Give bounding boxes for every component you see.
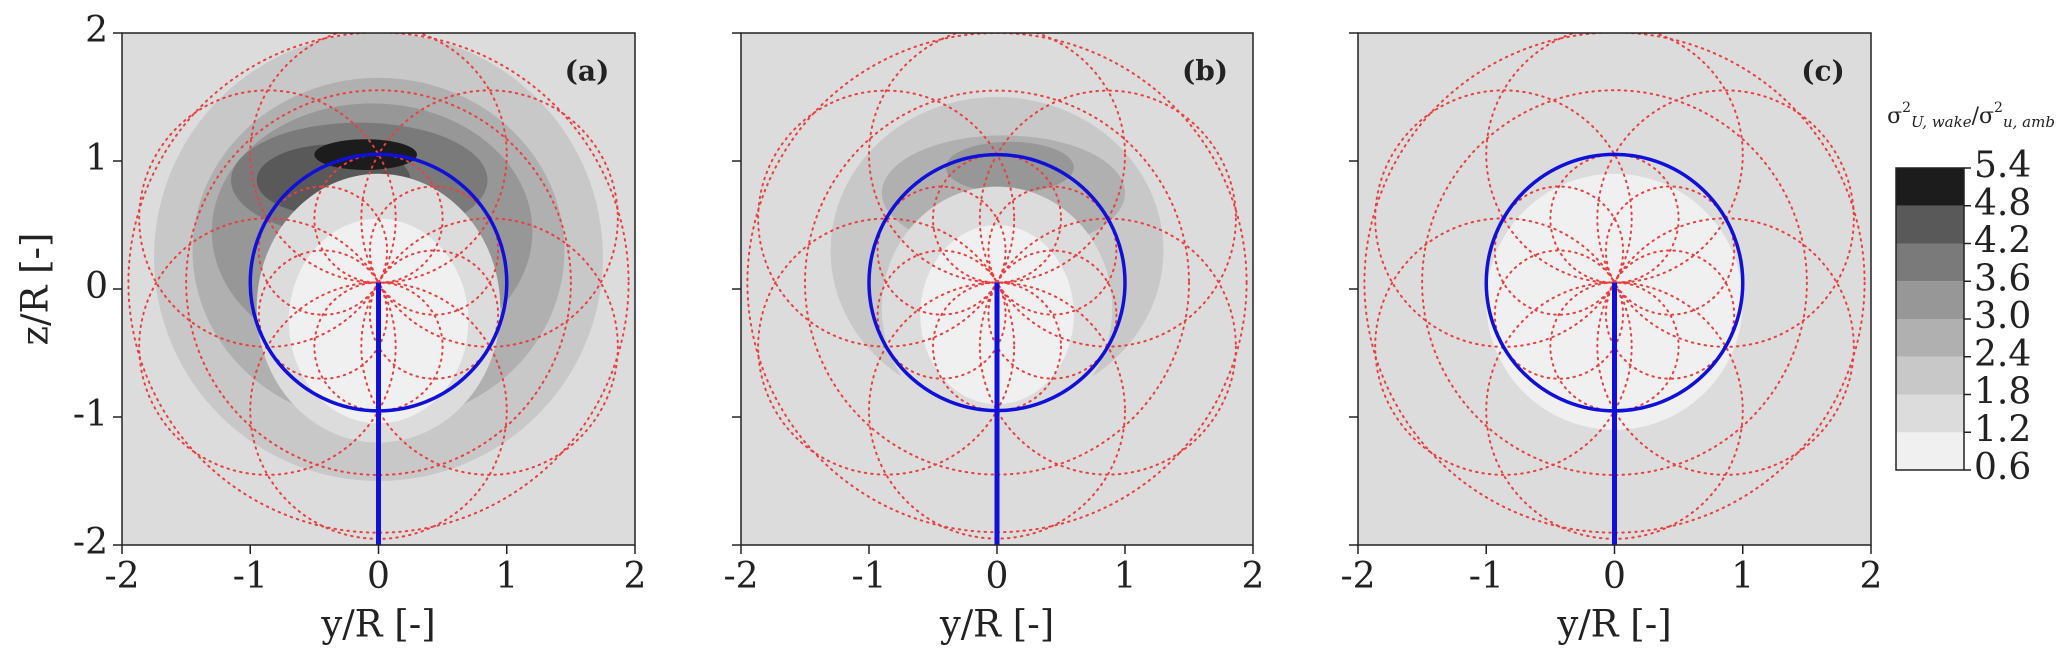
scan-path bbox=[313, 281, 444, 412]
colorbar-tick-label: 4.8 bbox=[1974, 183, 2031, 224]
scan-path bbox=[1493, 185, 1625, 316]
scan-path bbox=[1549, 281, 1680, 412]
x-tick-label: 1 bbox=[1114, 556, 1137, 597]
x-tick-label: -1 bbox=[233, 556, 268, 597]
colorbar-band bbox=[1896, 394, 1964, 433]
colorbar-tick-label: 1.2 bbox=[1974, 409, 2031, 450]
panel-annotation: (c) bbox=[1801, 55, 1845, 88]
y-tick-label: 2 bbox=[85, 10, 108, 51]
x-tick-label: 2 bbox=[1242, 556, 1265, 597]
colorbar-band bbox=[1896, 319, 1964, 357]
scan-path bbox=[368, 185, 500, 316]
colorbar-band bbox=[1896, 168, 1964, 206]
scan-path bbox=[1604, 249, 1736, 380]
scan-path bbox=[185, 89, 572, 476]
x-tick-label: -2 bbox=[104, 556, 139, 597]
scan-path bbox=[1421, 89, 1808, 476]
scan-path bbox=[978, 217, 1237, 476]
colorbar-band bbox=[1896, 432, 1964, 470]
scan-path bbox=[876, 185, 1007, 316]
colorbar-tick-label: 1.8 bbox=[1974, 372, 2031, 413]
scan-path bbox=[368, 249, 500, 380]
colorbar-label-part: U, wake bbox=[1911, 113, 1972, 131]
panel-annotation: (b) bbox=[1182, 55, 1228, 88]
scan-path bbox=[313, 153, 444, 284]
colorbar-band bbox=[1896, 205, 1964, 244]
colorbar-band bbox=[1896, 281, 1964, 319]
scan-path bbox=[1363, 33, 1866, 534]
y-tick-label: 0 bbox=[85, 266, 108, 307]
x-tick-label: 1 bbox=[495, 556, 518, 597]
colorbar-label-part: u, amb bbox=[2003, 113, 2055, 131]
plot-area bbox=[122, 33, 635, 545]
x-tick-label: 1 bbox=[1731, 556, 1754, 597]
x-axis-label: y/R [-] bbox=[320, 603, 435, 646]
colorbar-label-part: 2 bbox=[1994, 100, 2003, 116]
x-tick-label: -1 bbox=[851, 556, 886, 597]
y-axis-label: z/R [-] bbox=[14, 233, 57, 346]
plot-area bbox=[741, 33, 1253, 545]
scan-path bbox=[127, 33, 630, 534]
y-tick-label: -1 bbox=[73, 394, 108, 435]
colorbar-label-part: 2 bbox=[1902, 100, 1911, 116]
colorbar-label-part: /σ bbox=[1972, 104, 1994, 129]
x-tick-label: 2 bbox=[624, 556, 647, 597]
x-tick-label: 0 bbox=[986, 556, 1009, 597]
plot-area bbox=[1358, 33, 1871, 545]
colorbar-label: σ2U, wake/σ2u, amb bbox=[1887, 100, 2055, 131]
colorbar-label-part: σ bbox=[1887, 104, 1902, 129]
colorbar-tick-label: 2.4 bbox=[1974, 334, 2031, 375]
x-axis-label: y/R [-] bbox=[939, 603, 1054, 646]
y-tick-label: 1 bbox=[85, 138, 108, 179]
scan-path bbox=[257, 249, 389, 380]
x-tick-label: -1 bbox=[1469, 556, 1504, 597]
x-tick-label: -2 bbox=[1340, 556, 1375, 597]
x-tick-label: -2 bbox=[723, 556, 758, 597]
colorbar-band bbox=[1896, 243, 1964, 282]
x-tick-label: 0 bbox=[1603, 556, 1626, 597]
colorbar-band bbox=[1896, 356, 1964, 395]
panel-annotation: (a) bbox=[565, 55, 610, 88]
scan-path bbox=[987, 249, 1118, 380]
x-axis-label: y/R [-] bbox=[1556, 603, 1671, 646]
x-tick-label: 0 bbox=[367, 556, 390, 597]
colorbar-tick-label: 0.6 bbox=[1974, 447, 2031, 488]
scan-path bbox=[257, 185, 389, 316]
scan-path bbox=[876, 249, 1007, 380]
x-tick-label: 2 bbox=[1860, 556, 1883, 597]
colorbar-tick-label: 3.0 bbox=[1974, 296, 2031, 337]
colorbar-tick-label: 4.2 bbox=[1974, 221, 2031, 262]
scan-path bbox=[1604, 185, 1736, 316]
scan-path bbox=[757, 217, 1016, 476]
colorbar-tick-label: 3.6 bbox=[1974, 258, 2031, 299]
colorbar-tick-label: 5.4 bbox=[1974, 145, 2031, 186]
scan-path bbox=[987, 185, 1118, 316]
y-tick-label: -2 bbox=[73, 522, 108, 563]
scan-path bbox=[1493, 249, 1625, 380]
scan-path bbox=[1549, 153, 1680, 284]
